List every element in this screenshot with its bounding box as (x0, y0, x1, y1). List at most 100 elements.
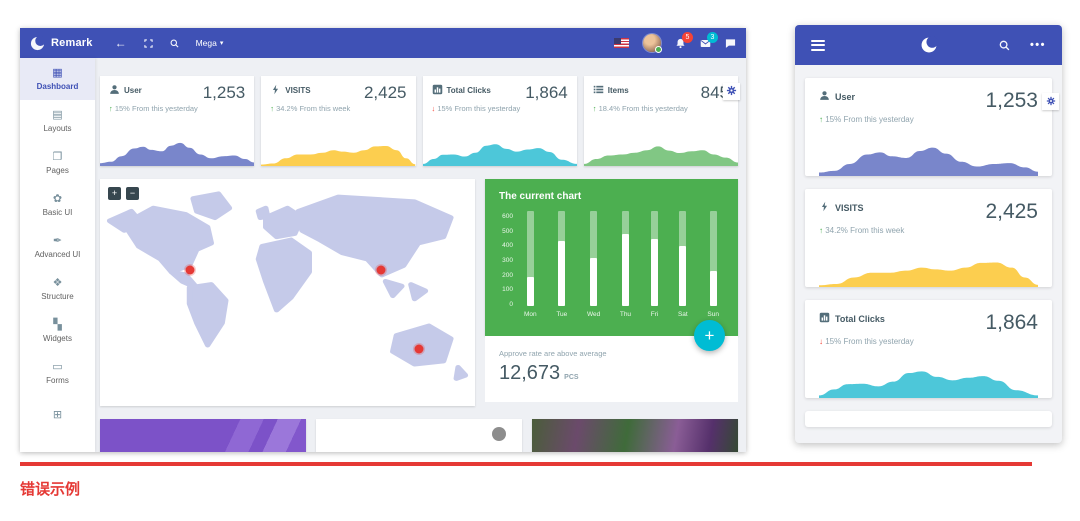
map-marker[interactable] (414, 344, 424, 354)
stat-card-value: 845 (700, 83, 729, 102)
stat-card-change: ↓ 15% From this yesterday (423, 101, 577, 113)
mobile-card-value: 1,864 (985, 311, 1038, 334)
approve-rate-label: Approve rate are above average (499, 349, 607, 358)
bar-column: Tue (556, 211, 567, 318)
stat-card-value: 1,864 (525, 83, 568, 102)
bolt-icon (819, 201, 830, 214)
sidebar: ▦ Dashboard ▤ Layouts ❐ Pages ✿ Basic UI ✒ Advanc… (20, 58, 95, 452)
messages-button[interactable]: 3 (700, 31, 718, 49)
bar-column: Mon (524, 211, 537, 318)
chat-icon[interactable] (725, 38, 736, 49)
teaser-card-purple (100, 419, 306, 452)
x-tick-label: Fri (650, 311, 659, 318)
zoom-in-button[interactable]: + (108, 187, 121, 200)
stat-card-change-text: 15% From this yesterday (437, 104, 521, 113)
mobile-card-title: User (819, 90, 855, 103)
sidebar-item-layouts[interactable]: ▤ Layouts (20, 100, 95, 142)
stat-card-change: ↑ 15% From this yesterday (100, 101, 254, 113)
bar-column: Sat (678, 211, 688, 318)
sidebar-item-widgets[interactable]: ▚ Widgets (20, 310, 95, 352)
world-map-card[interactable]: + − (100, 179, 475, 406)
stat-card-head: Items 845 (584, 76, 738, 101)
brand[interactable]: Remark (30, 35, 93, 51)
sidebar-item-pages[interactable]: ❐ Pages (20, 142, 95, 184)
x-tick-label: Mon (524, 311, 537, 318)
down-arrow-icon: ↓ (819, 337, 826, 346)
sidebar-item-label: Pages (46, 165, 69, 175)
user-icon (819, 90, 830, 103)
stat-card-user: User 1,253 ↑ 15% From this yesterday (100, 76, 255, 166)
map-zoom-controls: + − (108, 187, 139, 200)
mega-menu[interactable]: Mega ▾ (196, 38, 224, 48)
chevron-down-icon: ▾ (219, 40, 224, 47)
layouts-icon: ▤ (52, 108, 63, 121)
mobile-card-value: 2,425 (985, 200, 1038, 223)
bar-chart: 600 500 400 300 200 100 0 Mon Tue Wed Thu Fri Sat Su… (499, 211, 724, 318)
more-options-icon[interactable]: ••• (1029, 38, 1046, 51)
zoom-out-button[interactable]: − (126, 187, 139, 200)
bar-value (558, 241, 566, 306)
stat-card-title: Total Clicks (432, 84, 491, 97)
mobile-cards: User 1,253 ↑ 15% From this yesterday VISITS… (795, 65, 1062, 440)
up-arrow-icon: ↑ (819, 226, 826, 235)
approve-rate-value: 12,673 PCS (499, 362, 579, 384)
bar-value (590, 257, 598, 306)
window-body: ▦ Dashboard ▤ Layouts ❐ Pages ✿ Basic UI ✒ Advanc… (20, 58, 746, 452)
mobile-card-change-text: 34.2% From this week (825, 226, 905, 235)
user-icon (109, 84, 120, 97)
main-content: User 1,253 ↑ 15% From this yesterday VISITS… (95, 58, 746, 452)
hamburger-menu-icon[interactable] (811, 39, 825, 51)
stat-card-change: ↑ 34.2% From this week (261, 101, 415, 113)
sidebar-item-label: Basic UI (42, 207, 73, 217)
bar-track (590, 211, 598, 306)
sidebar-item-label: Structure (41, 291, 74, 301)
sidebar-item-more[interactable]: ⊞ (20, 394, 95, 436)
add-fab-button[interactable]: + (694, 320, 725, 351)
total-clicks-sparkline (422, 144, 577, 166)
error-example-label: 错误示例 (20, 481, 81, 498)
sidebar-item-forms[interactable]: ▭ Forms (20, 352, 95, 394)
notifications-button[interactable]: 5 (675, 31, 693, 49)
stat-card-label: User (124, 86, 142, 95)
stat-card-label: VISITS (285, 86, 311, 95)
mobile-navbar: ••• (795, 25, 1062, 65)
user-avatar[interactable] (643, 34, 662, 53)
unit-label: PCS (564, 374, 579, 381)
fullscreen-icon[interactable] (143, 38, 153, 48)
sidebar-item-advanced-ui[interactable]: ✒ Advanced UI (20, 226, 95, 268)
bottom-teaser-row (100, 419, 738, 452)
sidebar-item-structure[interactable]: ❖ Structure (20, 268, 95, 310)
mobile-navbar-right: ••• (999, 38, 1046, 51)
bar-track (526, 211, 534, 306)
sidebar-item-label: Widgets (43, 333, 72, 343)
stat-card-label: Items (607, 86, 629, 95)
user-sparkline (819, 147, 1038, 176)
gear-icon (1046, 93, 1056, 111)
settings-tab-button[interactable] (723, 83, 740, 100)
search-icon[interactable] (999, 40, 1010, 51)
dashboard-icon: ▦ (52, 66, 63, 79)
y-tick-label: 500 (502, 227, 513, 235)
chart-column: The current chart 600 500 400 300 200 100 0 Mo… (485, 179, 738, 406)
language-flag-icon[interactable] (614, 38, 629, 48)
x-tick-label: Wed (586, 311, 601, 318)
stat-card-total-clicks: Total Clicks 1,864 ↓ 15% From this yesterd… (422, 76, 577, 166)
map-marker[interactable] (185, 265, 195, 275)
mobile-card-value: 1,253 (985, 89, 1038, 112)
bar-value (526, 277, 534, 306)
bolt-icon (270, 84, 281, 97)
y-tick-label: 400 (502, 242, 513, 250)
back-arrow-icon[interactable]: ← (114, 36, 127, 50)
current-chart-card: The current chart 600 500 400 300 200 100 0 Mo… (485, 179, 738, 336)
stat-card-value: 1,253 (202, 83, 246, 102)
stat-cards-row: User 1,253 ↑ 15% From this yesterday VISITS… (100, 76, 738, 166)
search-icon[interactable] (170, 39, 179, 48)
sidebar-item-basic-ui[interactable]: ✿ Basic UI (20, 184, 95, 226)
y-tick-label: 100 (502, 286, 513, 294)
map-marker[interactable] (376, 265, 386, 275)
mobile-stat-card-visits: VISITS 2,425 ↑ 34.2% From this week (805, 189, 1052, 287)
forms-icon: ▭ (52, 360, 63, 373)
sidebar-item-dashboard[interactable]: ▦ Dashboard (20, 58, 95, 100)
settings-tab-button[interactable] (1042, 93, 1059, 110)
visits-sparkline (819, 262, 1038, 287)
